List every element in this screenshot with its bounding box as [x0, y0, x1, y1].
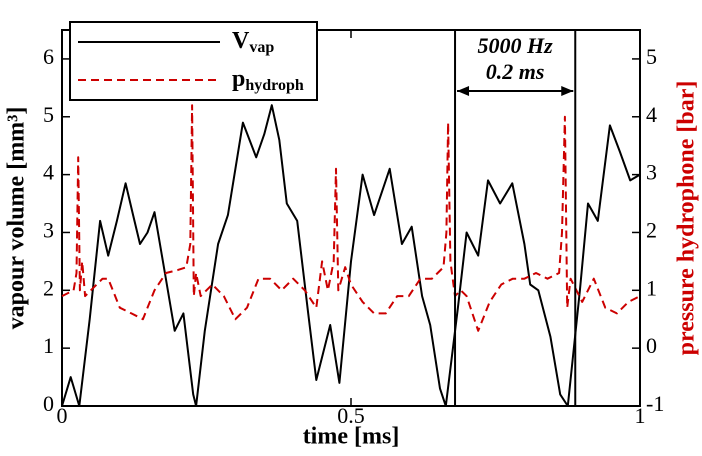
legend-label: Vvap [232, 28, 274, 56]
arrow-head [561, 86, 574, 96]
x-tick-label: 0 [57, 403, 68, 428]
legend-label: phydroph [232, 66, 304, 94]
y2-tick-label: 4 [646, 102, 657, 127]
y-tick-label: 1 [43, 333, 54, 358]
legend-subscript: hydroph [245, 77, 304, 94]
y-axis-label: vapour volume [mm³] [4, 107, 30, 330]
y2-axis-label: pressure hydrophone [bar] [674, 81, 700, 356]
y2-tick-label: 5 [646, 44, 657, 69]
y-tick-label: 5 [43, 102, 54, 127]
series-line [61, 104, 641, 332]
y2-tick-label: 0 [646, 333, 657, 358]
y-tick-label: 6 [43, 44, 54, 69]
arrow-head [457, 86, 470, 96]
x-axis-label: time [ms] [303, 424, 400, 450]
legend-box [69, 21, 318, 101]
series-line [61, 104, 641, 407]
y2-tick-label: 3 [646, 160, 657, 185]
y2-tick-label: 2 [646, 218, 657, 243]
y2-tick-label: -1 [646, 391, 664, 416]
legend-name: p [232, 66, 245, 92]
legend-name: V [232, 28, 250, 54]
y-tick-label: 4 [43, 160, 54, 185]
x-tick-label: 1 [635, 403, 646, 428]
x-tick-label: 0.5 [337, 403, 365, 428]
y-tick-label: 0 [43, 391, 54, 416]
y2-tick-label: 1 [646, 275, 657, 300]
annotation: 0.2 ms [486, 59, 545, 84]
annotation: 5000 Hz [478, 33, 554, 58]
y-tick-label: 3 [43, 218, 54, 243]
y-tick-label: 2 [43, 275, 54, 300]
legend-subscript: vap [249, 39, 274, 56]
